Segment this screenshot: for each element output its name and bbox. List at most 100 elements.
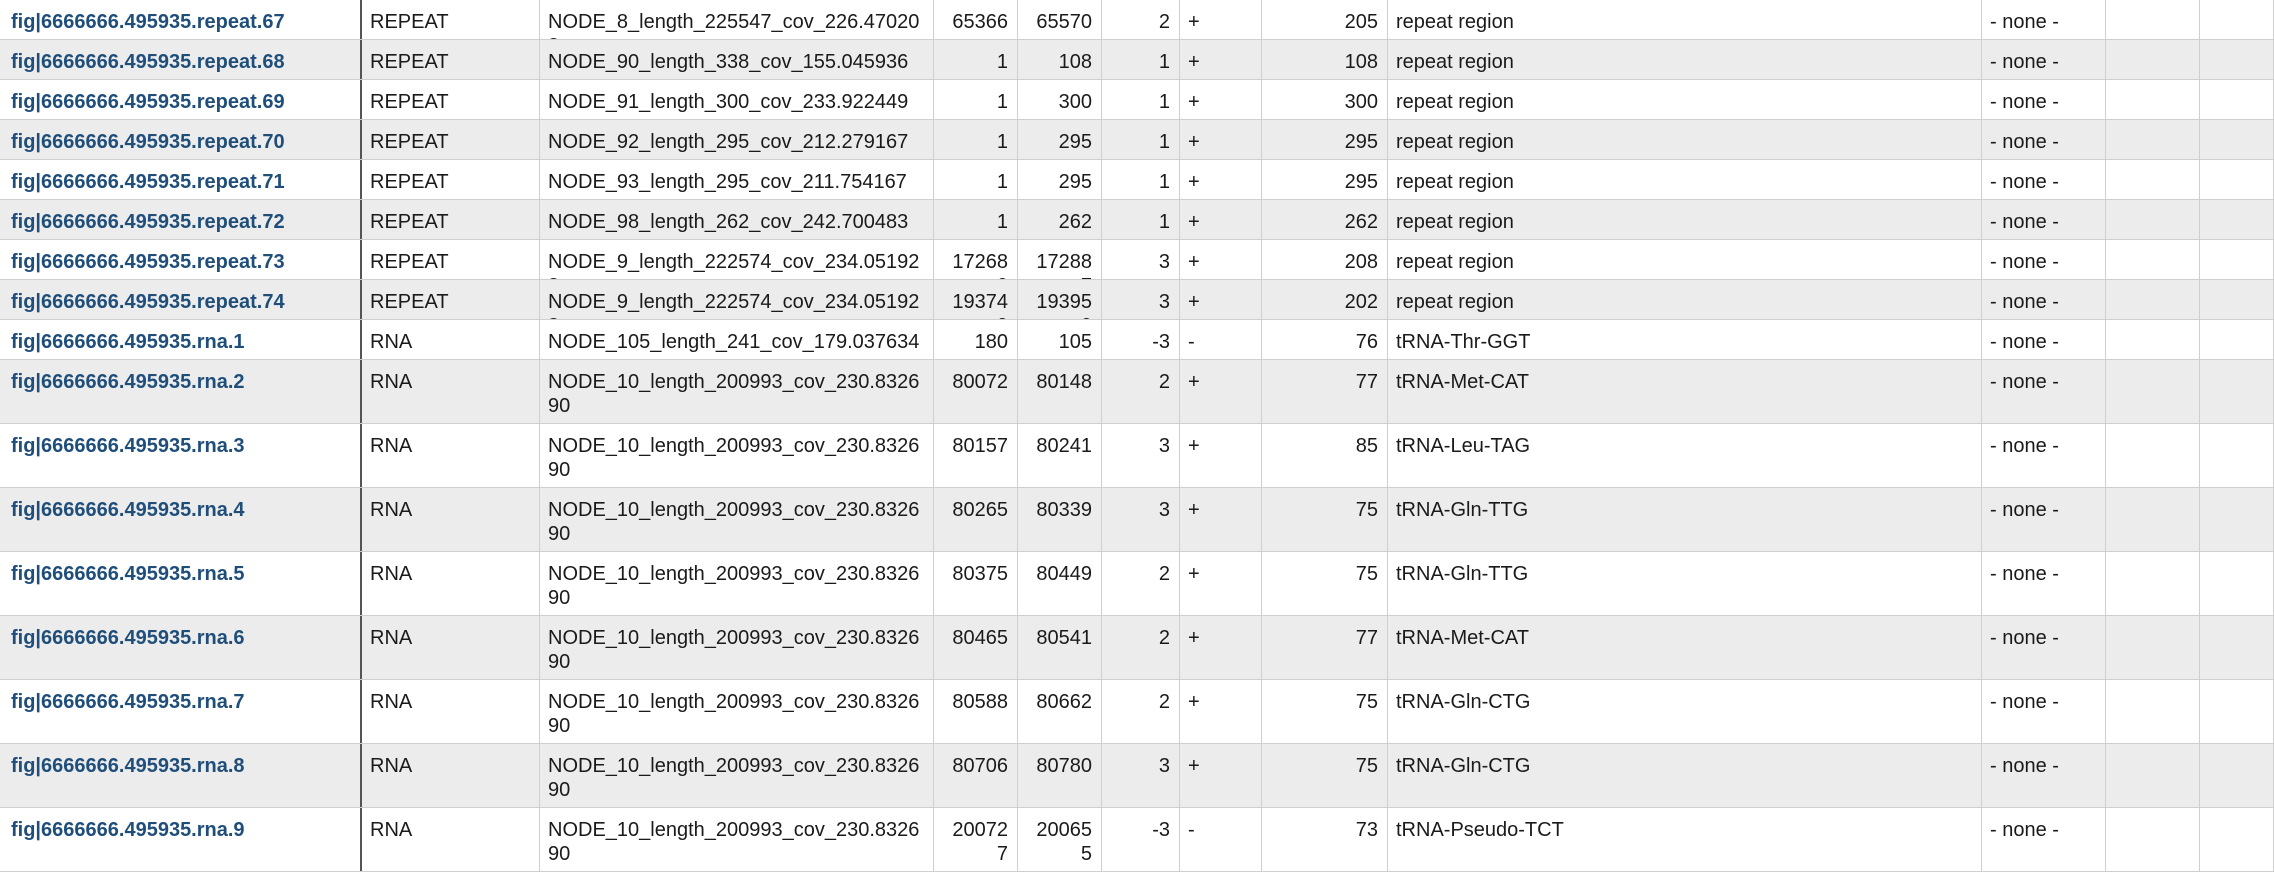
frame-cell: 1 bbox=[1102, 120, 1180, 159]
subsystem-cell: - none - bbox=[1982, 552, 2106, 615]
length-cell: 77 bbox=[1262, 616, 1388, 679]
contig-cell: NODE_9_length_222574_cov_234.051928 bbox=[540, 240, 934, 279]
extra-cell-1 bbox=[2106, 40, 2200, 79]
extra-cell-1 bbox=[2106, 488, 2200, 551]
stop-cell: 172887 bbox=[1018, 240, 1102, 279]
subsystem-cell: - none - bbox=[1982, 680, 2106, 743]
function-cell: tRNA-Gln-TTG bbox=[1388, 488, 1982, 551]
function-cell: repeat region bbox=[1388, 120, 1982, 159]
table-row: fig|6666666.495935.rna.7 RNA NODE_10_lengt… bbox=[0, 680, 2274, 744]
type-cell: REPEAT bbox=[362, 160, 540, 199]
strand-cell: + bbox=[1180, 160, 1262, 199]
start-cell: 172680 bbox=[934, 240, 1018, 279]
feature-id-cell: fig|6666666.495935.rna.8 bbox=[0, 744, 362, 807]
extra-cell-2 bbox=[2200, 200, 2274, 239]
strand-cell: - bbox=[1180, 320, 1262, 359]
length-cell: 205 bbox=[1262, 0, 1388, 39]
contig-cell: NODE_10_length_200993_cov_230.832690 bbox=[540, 680, 934, 743]
feature-id-cell: fig|6666666.495935.rna.2 bbox=[0, 360, 362, 423]
feature-id-link[interactable]: fig|6666666.495935.rna.3 bbox=[11, 435, 245, 457]
start-cell: 193749 bbox=[934, 280, 1018, 319]
start-cell: 1 bbox=[934, 120, 1018, 159]
table-row: fig|6666666.495935.repeat.71 REPEAT NODE_9… bbox=[0, 160, 2274, 200]
frame-cell: 2 bbox=[1102, 616, 1180, 679]
feature-id-cell: fig|6666666.495935.repeat.70 bbox=[0, 120, 362, 159]
stop-cell: 295 bbox=[1018, 120, 1102, 159]
extra-cell-1 bbox=[2106, 680, 2200, 743]
feature-id-link[interactable]: fig|6666666.495935.repeat.69 bbox=[11, 91, 285, 113]
feature-id-link[interactable]: fig|6666666.495935.rna.1 bbox=[11, 331, 245, 353]
feature-id-link[interactable]: fig|6666666.495935.repeat.70 bbox=[11, 131, 285, 153]
contig-cell: NODE_92_length_295_cov_212.279167 bbox=[540, 120, 934, 159]
length-cell: 75 bbox=[1262, 488, 1388, 551]
feature-id-link[interactable]: fig|6666666.495935.repeat.74 bbox=[11, 291, 285, 313]
contig-cell: NODE_8_length_225547_cov_226.470203 bbox=[540, 0, 934, 39]
stop-cell: 65570 bbox=[1018, 0, 1102, 39]
feature-id-link[interactable]: fig|6666666.495935.rna.5 bbox=[11, 563, 245, 585]
contig-cell: NODE_91_length_300_cov_233.922449 bbox=[540, 80, 934, 119]
frame-cell: 3 bbox=[1102, 488, 1180, 551]
feature-id-cell: fig|6666666.495935.repeat.69 bbox=[0, 80, 362, 119]
table-row: fig|6666666.495935.rna.9 RNA NODE_10_lengt… bbox=[0, 808, 2274, 872]
feature-id-cell: fig|6666666.495935.rna.9 bbox=[0, 808, 362, 871]
strand-cell: + bbox=[1180, 40, 1262, 79]
table-row: fig|6666666.495935.rna.5 RNA NODE_10_lengt… bbox=[0, 552, 2274, 616]
subsystem-cell: - none - bbox=[1982, 616, 2106, 679]
extra-cell-2 bbox=[2200, 616, 2274, 679]
start-cell: 200727 bbox=[934, 808, 1018, 871]
extra-cell-2 bbox=[2200, 120, 2274, 159]
feature-id-link[interactable]: fig|6666666.495935.rna.4 bbox=[11, 499, 245, 521]
extra-cell-2 bbox=[2200, 552, 2274, 615]
frame-cell: 2 bbox=[1102, 680, 1180, 743]
function-cell: tRNA-Met-CAT bbox=[1388, 360, 1982, 423]
feature-id-link[interactable]: fig|6666666.495935.rna.7 bbox=[11, 691, 245, 713]
stop-cell: 80449 bbox=[1018, 552, 1102, 615]
table-row: fig|6666666.495935.repeat.72 REPEAT NODE_9… bbox=[0, 200, 2274, 240]
function-cell: tRNA-Met-CAT bbox=[1388, 616, 1982, 679]
type-cell: RNA bbox=[362, 424, 540, 487]
type-cell: RNA bbox=[362, 488, 540, 551]
extra-cell-1 bbox=[2106, 160, 2200, 199]
subsystem-cell: - none - bbox=[1982, 744, 2106, 807]
frame-cell: 1 bbox=[1102, 200, 1180, 239]
subsystem-cell: - none - bbox=[1982, 80, 2106, 119]
extra-cell-2 bbox=[2200, 80, 2274, 119]
type-cell: REPEAT bbox=[362, 240, 540, 279]
contig-cell: NODE_10_length_200993_cov_230.832690 bbox=[540, 488, 934, 551]
feature-id-link[interactable]: fig|6666666.495935.repeat.67 bbox=[11, 11, 285, 33]
function-cell: repeat region bbox=[1388, 280, 1982, 319]
feature-id-cell: fig|6666666.495935.repeat.71 bbox=[0, 160, 362, 199]
feature-id-link[interactable]: fig|6666666.495935.repeat.72 bbox=[11, 211, 285, 233]
start-cell: 80465 bbox=[934, 616, 1018, 679]
type-cell: RNA bbox=[362, 808, 540, 871]
frame-cell: -3 bbox=[1102, 808, 1180, 871]
extra-cell-1 bbox=[2106, 0, 2200, 39]
type-cell: RNA bbox=[362, 744, 540, 807]
table-row: fig|6666666.495935.rna.3 RNA NODE_10_lengt… bbox=[0, 424, 2274, 488]
feature-id-link[interactable]: fig|6666666.495935.repeat.73 bbox=[11, 251, 285, 273]
length-cell: 75 bbox=[1262, 744, 1388, 807]
start-cell: 80157 bbox=[934, 424, 1018, 487]
feature-id-link[interactable]: fig|6666666.495935.rna.6 bbox=[11, 627, 245, 649]
feature-id-link[interactable]: fig|6666666.495935.rna.2 bbox=[11, 371, 245, 393]
extra-cell-2 bbox=[2200, 0, 2274, 39]
length-cell: 108 bbox=[1262, 40, 1388, 79]
contig-cell: NODE_10_length_200993_cov_230.832690 bbox=[540, 360, 934, 423]
start-cell: 1 bbox=[934, 80, 1018, 119]
feature-id-link[interactable]: fig|6666666.495935.rna.9 bbox=[11, 819, 245, 841]
feature-id-link[interactable]: fig|6666666.495935.rna.8 bbox=[11, 755, 245, 777]
extra-cell-1 bbox=[2106, 200, 2200, 239]
subsystem-cell: - none - bbox=[1982, 808, 2106, 871]
table-row: fig|6666666.495935.rna.8 RNA NODE_10_lengt… bbox=[0, 744, 2274, 808]
start-cell: 80706 bbox=[934, 744, 1018, 807]
feature-id-link[interactable]: fig|6666666.495935.repeat.68 bbox=[11, 51, 285, 73]
type-cell: RNA bbox=[362, 680, 540, 743]
function-cell: tRNA-Thr-GGT bbox=[1388, 320, 1982, 359]
stop-cell: 262 bbox=[1018, 200, 1102, 239]
strand-cell: - bbox=[1180, 808, 1262, 871]
stop-cell: 295 bbox=[1018, 160, 1102, 199]
extra-cell-1 bbox=[2106, 320, 2200, 359]
feature-id-link[interactable]: fig|6666666.495935.repeat.71 bbox=[11, 171, 285, 193]
type-cell: REPEAT bbox=[362, 120, 540, 159]
extra-cell-1 bbox=[2106, 120, 2200, 159]
